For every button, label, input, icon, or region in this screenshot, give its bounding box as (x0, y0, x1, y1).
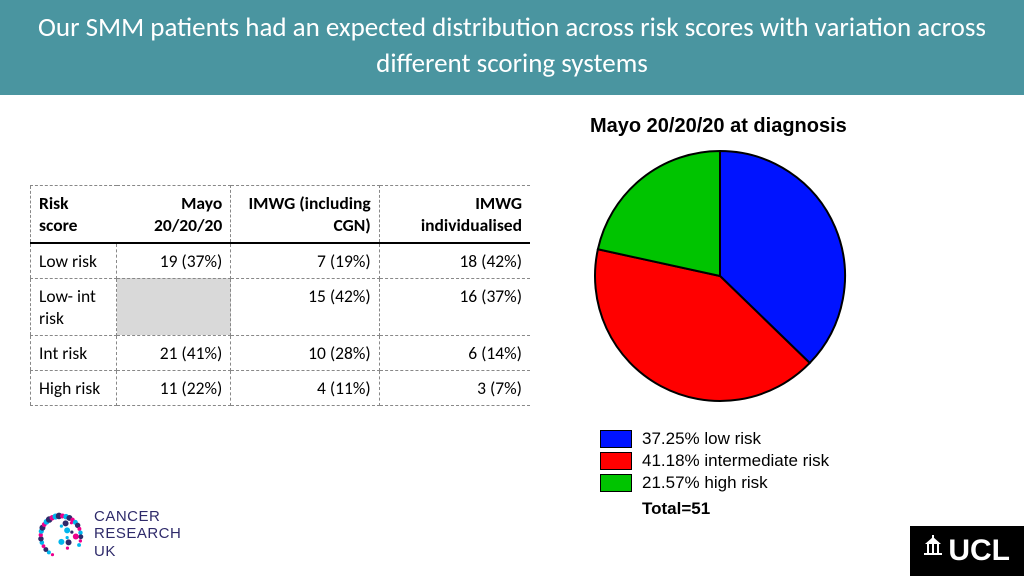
chart-region: Mayo 20/20/20 at diagnosis 37.25% low ri… (530, 125, 994, 519)
row-label: Low risk (31, 243, 117, 279)
legend-item: 21.57% high risk (600, 473, 994, 493)
risk-score-table: Risk score Mayo 20/20/20 IMWG (including… (30, 185, 530, 406)
pie-chart (590, 146, 994, 411)
table-region: Risk score Mayo 20/20/20 IMWG (including… (30, 125, 530, 519)
cell (117, 278, 231, 335)
cell: 16 (37%) (379, 278, 530, 335)
legend-item: 41.18% intermediate risk (600, 451, 994, 471)
cell: 21 (41%) (117, 335, 231, 370)
ucl-text: UCL (948, 534, 1010, 568)
table-row: Int risk21 (41%)10 (28%)6 (14%) (31, 335, 531, 370)
ucl-logo: UCL (910, 526, 1024, 576)
cell: 10 (28%) (231, 335, 379, 370)
table-row: Low- int risk 15 (42%)16 (37%) (31, 278, 531, 335)
row-label: High risk (31, 370, 117, 405)
cruk-logo-mark (28, 506, 84, 562)
cruk-text-line: UK (94, 543, 181, 560)
cell: 4 (11%) (231, 370, 379, 405)
pie-title: Mayo 20/20/20 at diagnosis (590, 115, 994, 138)
page-title: Our SMM patients had an expected distrib… (0, 0, 1024, 95)
cruk-logo: CANCER RESEARCH UK (28, 506, 181, 562)
legend-total: Total=51 (642, 499, 994, 519)
cell: 3 (7%) (379, 370, 530, 405)
legend-swatch (600, 452, 632, 470)
cruk-logo-text: CANCER RESEARCH UK (94, 508, 181, 560)
cell: 15 (42%) (231, 278, 379, 335)
cruk-text-line: RESEARCH (94, 525, 181, 542)
legend-item: 37.25% low risk (600, 429, 994, 449)
col-header: IMWG (including CGN) (231, 185, 379, 243)
row-label: Int risk (31, 335, 117, 370)
col-header: Mayo 20/20/20 (117, 185, 231, 243)
legend-label: 21.57% high risk (642, 473, 768, 493)
cell: 7 (19%) (231, 243, 379, 279)
pie-legend: 37.25% low risk41.18% intermediate risk2… (600, 429, 994, 519)
legend-label: 41.18% intermediate risk (642, 451, 829, 471)
col-header: IMWG individualised (379, 185, 530, 243)
col-header: Risk score (31, 185, 117, 243)
content-area: Risk score Mayo 20/20/20 IMWG (including… (0, 95, 1024, 519)
ucl-dome-icon (924, 531, 942, 565)
cell: 18 (42%) (379, 243, 530, 279)
table-row: High risk11 (22%)4 (11%)3 (7%) (31, 370, 531, 405)
legend-swatch (600, 430, 632, 448)
cruk-text-line: CANCER (94, 508, 181, 525)
row-label: Low- int risk (31, 278, 117, 335)
cell: 6 (14%) (379, 335, 530, 370)
cell: 11 (22%) (117, 370, 231, 405)
table-header-row: Risk score Mayo 20/20/20 IMWG (including… (31, 185, 531, 243)
legend-label: 37.25% low risk (642, 429, 761, 449)
table-row: Low risk19 (37%)7 (19%)18 (42%) (31, 243, 531, 279)
legend-swatch (600, 474, 632, 492)
cell: 19 (37%) (117, 243, 231, 279)
